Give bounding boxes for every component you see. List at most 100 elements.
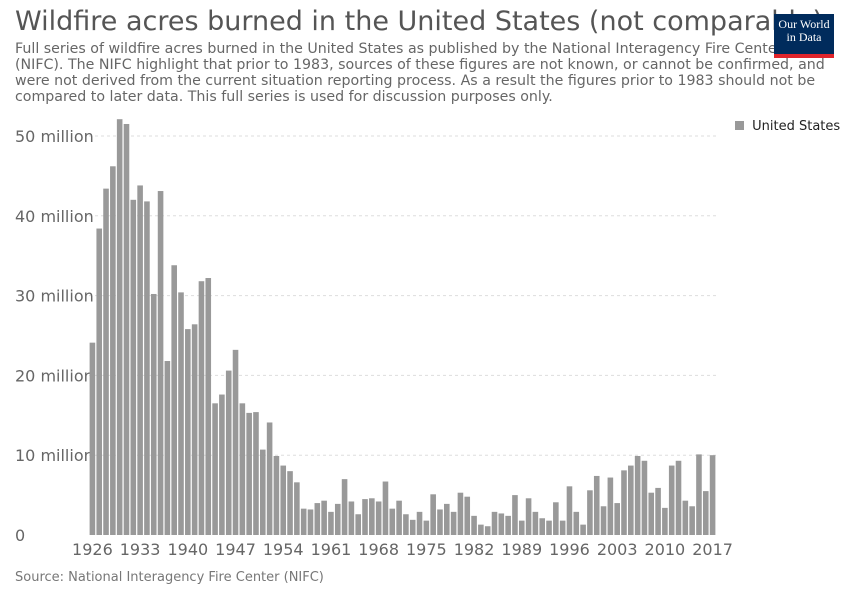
bar-1987[interactable] (505, 515, 511, 535)
bar-1977[interactable] (437, 509, 443, 535)
bar-1931[interactable] (123, 123, 130, 536)
bar-1945[interactable] (219, 394, 225, 535)
bar-2003[interactable] (614, 503, 620, 535)
bar-1941[interactable] (191, 324, 198, 535)
bar-1968[interactable] (375, 501, 382, 535)
bar-1965[interactable] (355, 514, 361, 535)
bar-1949[interactable] (246, 412, 252, 535)
bar-2006[interactable] (634, 455, 641, 535)
bar-1950[interactable] (253, 412, 259, 535)
bar-1981[interactable] (464, 496, 471, 535)
bar-1998[interactable] (580, 524, 586, 536)
bar-2005[interactable] (628, 465, 634, 535)
bar-1960[interactable] (321, 500, 327, 535)
bar-1983[interactable] (478, 524, 484, 536)
bar-1964[interactable] (348, 501, 355, 535)
bar-1955[interactable] (287, 471, 293, 535)
bar-1973[interactable] (409, 519, 416, 535)
bar-1971[interactable] (396, 500, 402, 535)
bar-1929[interactable] (110, 166, 116, 536)
bar-1953[interactable] (273, 455, 280, 535)
bar-1928[interactable] (103, 188, 109, 535)
x-tick-label: 1975 (406, 540, 447, 559)
bar-1976[interactable] (430, 494, 436, 535)
bar-1959[interactable] (314, 503, 321, 535)
logo-line-1: Our World (778, 17, 830, 31)
bar-1989[interactable] (518, 520, 525, 535)
bar-1978[interactable] (444, 503, 450, 536)
bar-2007[interactable] (641, 460, 648, 535)
bar-2016[interactable] (702, 491, 709, 535)
bar-2002[interactable] (607, 477, 614, 535)
legend-swatch (735, 121, 744, 130)
bar-1969[interactable] (382, 481, 389, 535)
bar-1943[interactable] (205, 278, 212, 535)
bar-2013[interactable] (682, 500, 689, 535)
bar-1944[interactable] (212, 403, 218, 535)
bar-1947[interactable] (232, 349, 239, 535)
bar-2008[interactable] (648, 492, 655, 535)
bar-1975[interactable] (423, 520, 430, 535)
bar-1926[interactable] (89, 342, 96, 535)
bar-1952[interactable] (266, 422, 273, 535)
bar-2015[interactable] (696, 454, 702, 535)
bar-1980[interactable] (457, 492, 464, 535)
bar-2010[interactable] (662, 507, 668, 535)
bar-2009[interactable] (655, 487, 661, 535)
bar-2012[interactable] (675, 460, 682, 535)
bar-1990[interactable] (525, 498, 532, 535)
bar-1967[interactable] (369, 498, 375, 535)
bar-1935[interactable] (150, 293, 157, 535)
bar-1963[interactable] (341, 479, 348, 535)
bar-1951[interactable] (259, 449, 266, 535)
bar-2017[interactable] (709, 455, 716, 535)
bar-1934[interactable] (144, 201, 150, 535)
bar-1988[interactable] (512, 495, 518, 535)
bar-1993[interactable] (546, 520, 552, 535)
bar-1974[interactable] (416, 511, 423, 535)
bar-1948[interactable] (239, 403, 246, 535)
bar-1995[interactable] (559, 520, 566, 535)
bar-1996[interactable] (566, 486, 573, 535)
bar-2014[interactable] (689, 506, 695, 535)
bar-1942[interactable] (198, 281, 205, 535)
bar-1994[interactable] (553, 502, 559, 535)
bar-1930[interactable] (116, 119, 123, 535)
bar-1946[interactable] (225, 370, 232, 535)
bar-1979[interactable] (450, 511, 457, 535)
bar-1986[interactable] (498, 513, 505, 535)
bar-1997[interactable] (573, 511, 580, 535)
bar-1938[interactable] (171, 265, 177, 535)
bar-1999[interactable] (587, 490, 593, 535)
bar-1992[interactable] (539, 518, 546, 535)
bar-2004[interactable] (621, 470, 627, 535)
bar-1927[interactable] (96, 228, 103, 536)
bar-1984[interactable] (484, 526, 491, 535)
bar-2000[interactable] (593, 475, 600, 535)
x-tick-label: 2017 (692, 540, 733, 559)
bar-1933[interactable] (137, 185, 143, 535)
bar-1985[interactable] (491, 511, 498, 535)
bar-1940[interactable] (185, 329, 191, 535)
bar-1961[interactable] (328, 511, 334, 535)
bar-2001[interactable] (600, 506, 607, 535)
bar-1939[interactable] (178, 292, 184, 535)
bar-2011[interactable] (668, 465, 675, 535)
bar-1957[interactable] (300, 508, 307, 535)
bar-1966[interactable] (362, 499, 368, 535)
bar-1956[interactable] (294, 482, 300, 535)
bar-1958[interactable] (307, 509, 314, 535)
owid-logo[interactable]: Our World in Data (774, 14, 834, 58)
bar-1962[interactable] (334, 503, 341, 536)
bar-1982[interactable] (471, 515, 477, 535)
legend[interactable]: United States (735, 119, 840, 134)
bar-1937[interactable] (164, 361, 171, 535)
bar-1932[interactable] (130, 199, 137, 535)
bar-1991[interactable] (532, 511, 539, 535)
bar-1970[interactable] (389, 508, 396, 535)
bar-1936[interactable] (157, 191, 164, 535)
x-tick-label: 1940 (167, 540, 208, 559)
bar-1954[interactable] (280, 465, 287, 535)
bar-1972[interactable] (403, 514, 409, 535)
